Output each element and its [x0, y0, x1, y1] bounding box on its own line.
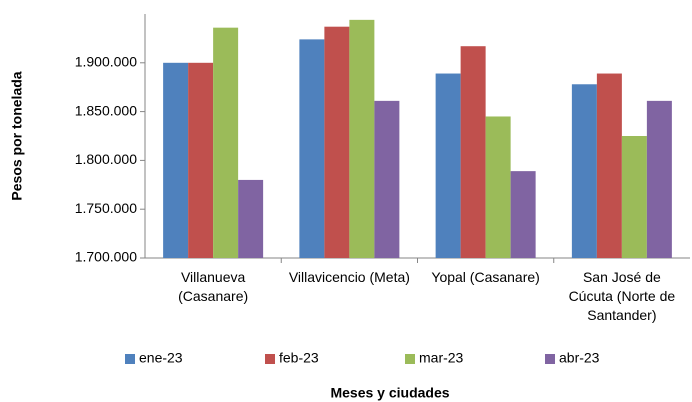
bar [324, 26, 350, 258]
bar [621, 136, 647, 258]
bar [163, 62, 189, 258]
y-axis-title: Pesos por tonelada [9, 71, 25, 200]
bar [435, 73, 461, 258]
legend-label: feb-23 [279, 350, 319, 366]
bar [646, 100, 672, 258]
y-tick-label: 1.700.000 [75, 249, 137, 265]
x-tick-label: Villavicencio (Meta) [288, 269, 410, 285]
legend-swatch [545, 354, 555, 364]
legend-label: ene-23 [139, 350, 183, 366]
bar [349, 19, 375, 258]
legend-swatch [125, 354, 135, 364]
bar [238, 179, 264, 258]
x-tick-label: San José de Cúcuta (Norte de Santander) [568, 269, 676, 323]
y-tick-label: 1.900.000 [75, 54, 137, 70]
bar [485, 116, 511, 258]
y-tick-label: 1.800.000 [75, 151, 137, 167]
legend-label: mar-23 [419, 350, 464, 366]
bar [510, 171, 536, 258]
bar [188, 62, 214, 258]
legend-swatch [405, 354, 415, 364]
x-tick-label: Villanueva (Casanare) [178, 269, 249, 304]
bar [299, 39, 325, 258]
x-axis-title: Meses y ciudades [330, 385, 449, 401]
bar [460, 46, 486, 258]
y-tick-label: 1.850.000 [75, 102, 137, 118]
bar [596, 73, 622, 258]
y-tick-label: 1.750.000 [75, 200, 137, 216]
legend-label: abr-23 [559, 350, 600, 366]
x-tick-label: Yopal (Casanare) [431, 269, 540, 285]
bar [213, 27, 239, 258]
bar [374, 100, 400, 258]
bar [571, 84, 597, 258]
legend-swatch [265, 354, 275, 364]
